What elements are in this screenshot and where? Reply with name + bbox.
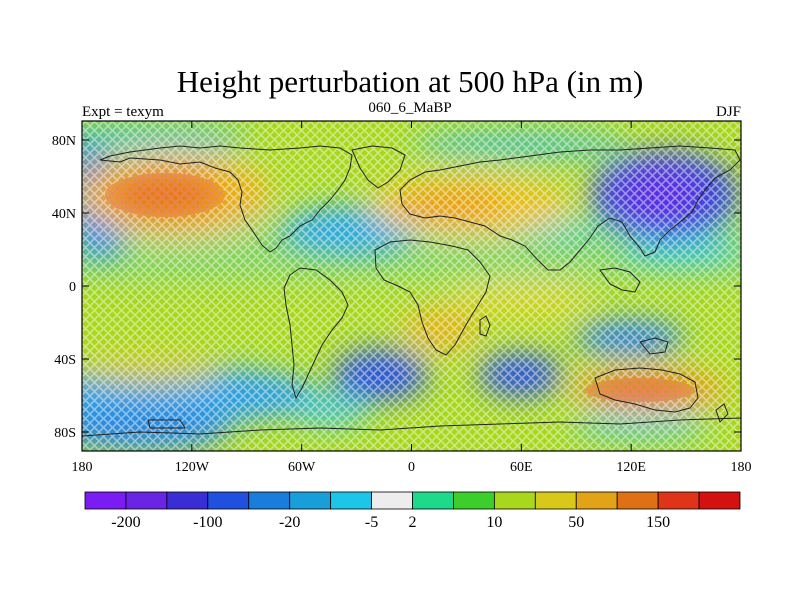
- colorbar-box: [207, 491, 250, 510]
- lon-tick-label: 60W: [288, 460, 316, 475]
- lon-tick-label: 180: [731, 460, 752, 475]
- plot-title: Height perturbation at 500 hPa (in m): [177, 64, 644, 99]
- season-label: DJF: [716, 104, 741, 120]
- colorbar-box: [616, 491, 659, 510]
- lon-tick-label: 120W: [175, 460, 210, 475]
- colorbar-label: 10: [486, 514, 502, 531]
- colorbar-box: [698, 491, 741, 510]
- colorbar-box: [125, 491, 168, 510]
- colorbar-box: [84, 491, 127, 510]
- greenland-outline: [351, 145, 406, 189]
- colorbar-box: [248, 491, 291, 510]
- lon-tick-label: 120E: [616, 460, 646, 475]
- colorbar-label: -20: [279, 514, 300, 531]
- colorbar-box: [289, 491, 332, 510]
- colorbar-label: -5: [365, 514, 378, 531]
- land-outlines: [82, 145, 741, 437]
- longitude-axis: 180 120W 60W 0 60E 120E 180: [72, 121, 752, 475]
- lon-tick-label: 180: [72, 460, 93, 475]
- colorbar-label: -200: [111, 514, 140, 531]
- colorbar-box: [534, 491, 577, 510]
- new-zealand-outline: [715, 403, 729, 423]
- map-plot-area: [82, 121, 741, 451]
- colorbar-box: [330, 491, 372, 510]
- lat-tick-label: 80S: [54, 426, 76, 441]
- colorbar-label: 150: [646, 514, 670, 531]
- new-guinea-outline: [639, 337, 669, 355]
- eurasia-outline: [399, 145, 741, 271]
- colorbar-label: 50: [568, 514, 584, 531]
- experiment-label: Expt = texym: [82, 104, 164, 120]
- colorbar-label: -100: [193, 514, 222, 531]
- colorbar-box: [657, 491, 700, 510]
- colorbar-label: 2: [409, 514, 417, 531]
- colorbar-box: [412, 491, 454, 510]
- run-label: 060_6_MaBP: [368, 100, 451, 116]
- lat-tick-label: 40N: [52, 207, 76, 222]
- australia-outline: [594, 367, 699, 413]
- south-america-outline: [283, 267, 349, 400]
- lat-tick-label: 80N: [52, 134, 76, 149]
- colorbar: -200 -100 -20 -5 2 10 50 150: [84, 491, 741, 531]
- colorbar-box: [493, 491, 536, 510]
- lon-tick-label: 0: [408, 460, 415, 475]
- colorbar-box: [575, 491, 618, 510]
- lat-tick-label: 40S: [54, 353, 76, 368]
- colorbar-box: [453, 491, 495, 510]
- colorbar-box: [371, 491, 413, 510]
- latitude-axis: 80N 40N 0 40S 80S: [52, 134, 741, 441]
- lat-tick-label: 0: [69, 280, 76, 295]
- antarctica-outline: [82, 417, 741, 437]
- madagascar-outline: [479, 315, 491, 337]
- antarctic-peninsula-outline: [147, 419, 186, 429]
- maritime-continent-outline: [599, 267, 641, 293]
- colorbar-box: [166, 491, 209, 510]
- africa-outline: [374, 239, 491, 356]
- north-america-outline: [99, 145, 353, 253]
- lon-tick-label: 60E: [510, 460, 533, 475]
